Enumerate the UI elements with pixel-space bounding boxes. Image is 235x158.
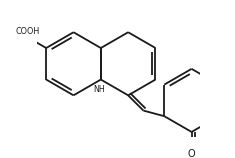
Text: O: O xyxy=(188,149,195,158)
Text: COOH: COOH xyxy=(16,27,40,36)
Text: NH: NH xyxy=(93,85,105,94)
